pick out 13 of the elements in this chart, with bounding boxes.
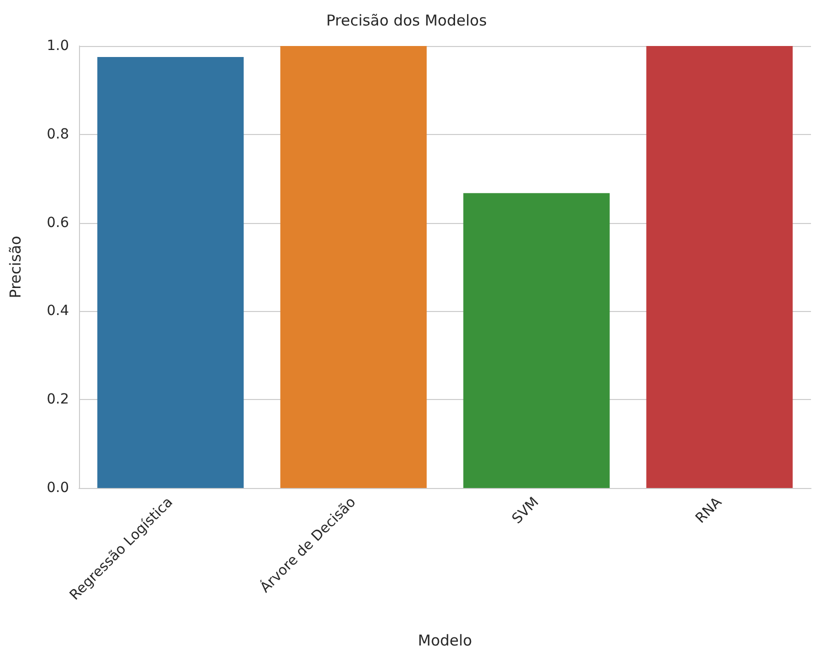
y-tick-label: 1.0 <box>46 38 69 54</box>
chart-title: Precisão dos Modelos <box>326 12 487 30</box>
y-tick-label: 0.4 <box>46 303 70 320</box>
bar <box>463 193 610 488</box>
bar <box>646 46 793 488</box>
y-axis-title: Precisão <box>6 236 24 298</box>
y-tick-label: 0.2 <box>46 392 69 408</box>
bar <box>280 46 427 488</box>
y-tick-label: 0.8 <box>46 126 69 142</box>
y-tick-label: 0.0 <box>46 480 69 496</box>
y-tick-label: 0.6 <box>46 214 70 231</box>
x-axis-title: Modelo <box>418 632 472 650</box>
bar <box>97 57 244 488</box>
